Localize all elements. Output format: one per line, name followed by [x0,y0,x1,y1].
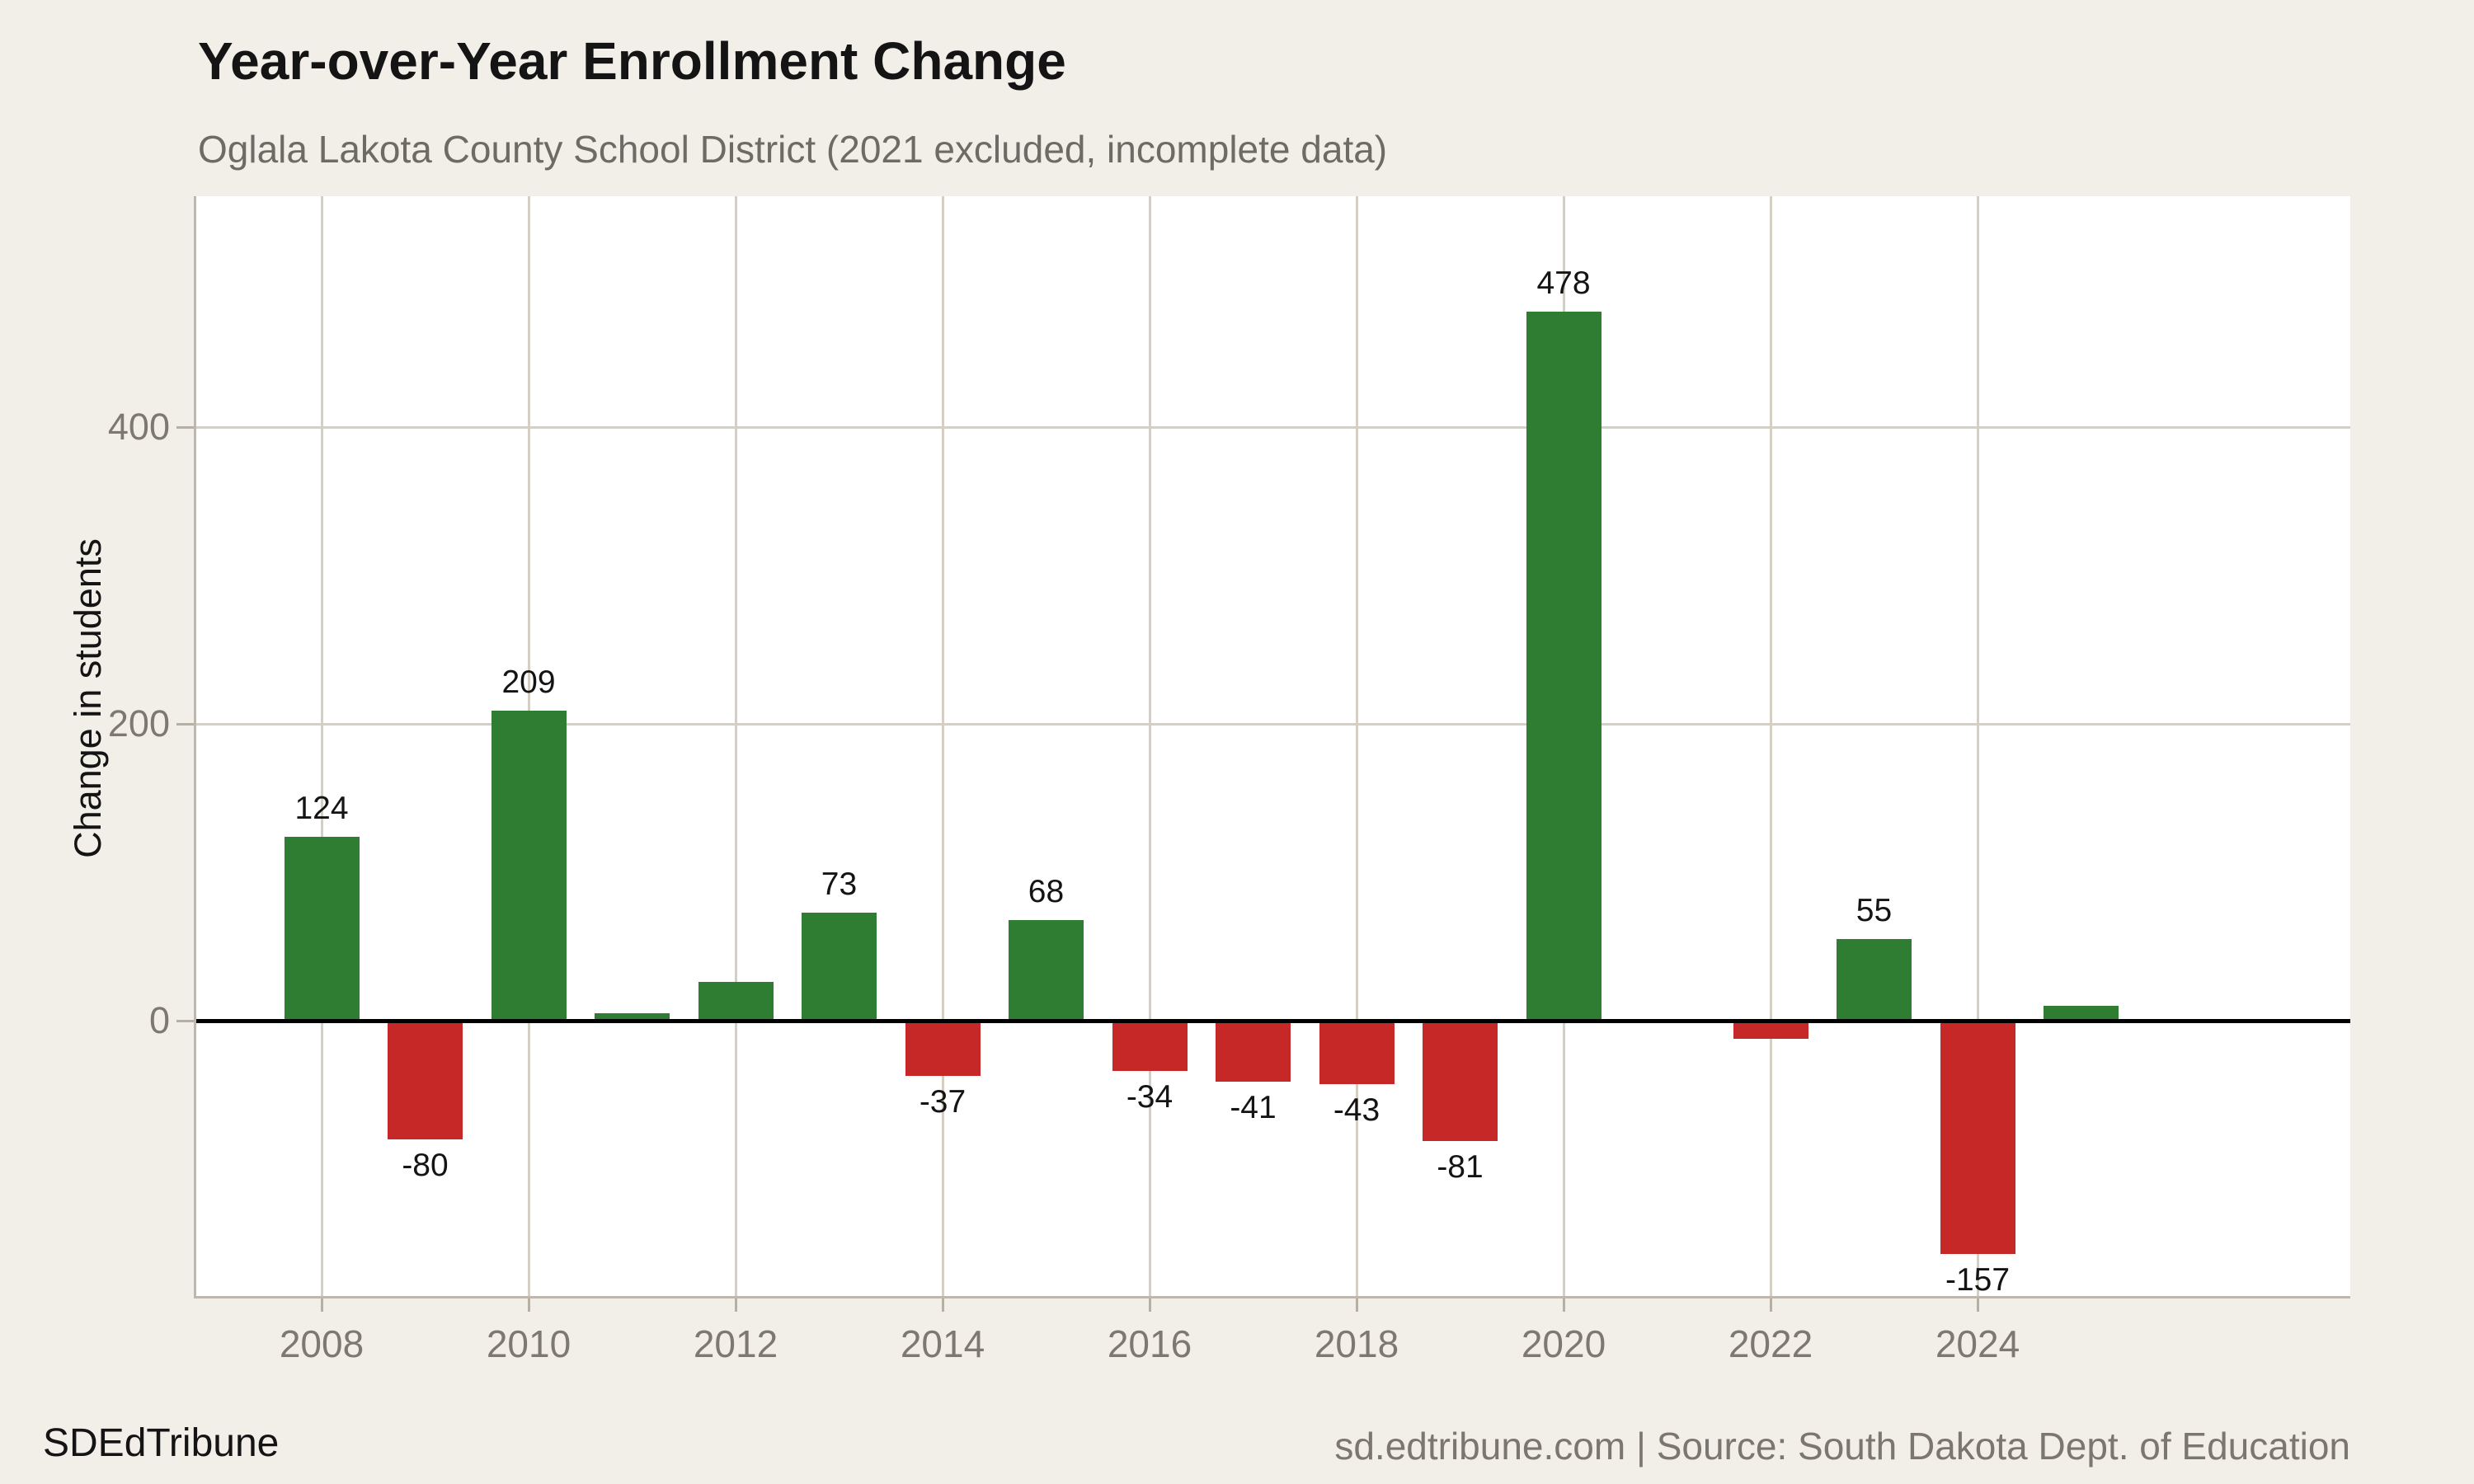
x-tick-label: 2014 [900,1322,985,1365]
bar-negative [1733,1021,1808,1039]
bar-negative [1940,1021,2015,1254]
bar-value-label: -157 [1945,1261,2011,1298]
horizontal-gridline [195,425,2350,429]
vertical-gridline [941,196,944,1297]
bar-positive [1837,939,1912,1021]
vertical-gridline [734,196,737,1297]
x-tick-mark [734,1297,737,1312]
bar-value-label: -41 [1230,1089,1277,1125]
x-tick-label: 2010 [486,1322,571,1365]
bar-value-label: -81 [1437,1148,1484,1185]
y-tick-mark [176,425,195,429]
bar-negative [1112,1021,1188,1072]
bar-positive [802,912,877,1021]
bar-value-label: 478 [1536,265,1591,301]
chart-title: Year-over-Year Enrollment Change [198,31,1066,91]
bar-negative [905,1021,981,1076]
y-tick-label: 400 [107,406,170,448]
y-tick-label: 200 [107,702,170,744]
x-tick-label: 2012 [693,1322,778,1365]
x-tick-mark [1976,1297,1979,1312]
x-tick-mark [1562,1297,1565,1312]
y-axis-line [194,196,196,1298]
x-tick-label: 2020 [1521,1322,1606,1365]
x-tick-mark [1148,1297,1151,1312]
x-tick-label: 2008 [279,1322,365,1365]
bar-value-label: -37 [919,1083,967,1120]
footer-source-attribution: sd.edtribune.com | Source: South Dakota … [1334,1425,2350,1468]
zero-baseline [195,1018,2350,1023]
bar-value-label: -43 [1333,1092,1380,1129]
y-axis-title: Change in students [67,538,109,858]
x-tick-mark [1355,1297,1358,1312]
x-axis-line [195,1296,2350,1298]
bar-value-label: -34 [1126,1079,1174,1115]
bar-negative [1423,1021,1498,1141]
vertical-gridline [1355,196,1358,1297]
x-tick-mark [1769,1297,1772,1312]
y-tick-mark [176,1019,195,1022]
bar-value-label: 55 [1856,893,1893,928]
bar-value-label: 124 [294,790,349,826]
x-tick-label: 2022 [1728,1322,1813,1365]
bar-positive [1009,919,1084,1021]
x-tick-label: 2016 [1107,1322,1192,1365]
x-tick-mark [320,1297,323,1312]
bar-value-label: -80 [402,1148,449,1183]
bar-value-label: 73 [821,866,858,902]
x-tick-mark [941,1297,944,1312]
x-tick-label: 2018 [1314,1322,1399,1365]
x-tick-label: 2024 [1935,1322,2020,1365]
bar-value-label: 68 [1028,873,1065,909]
plot-area: 124 -80 209 73 -37 68 -34 -41 -43 -81 478 55 -157 [195,196,2350,1298]
horizontal-gridline [195,722,2350,726]
bar-positive [595,1013,670,1021]
vertical-gridline [1148,196,1151,1297]
bar-positive [698,982,774,1021]
bar-positive [1526,311,1602,1021]
bar-positive [491,710,567,1021]
bar-negative [388,1021,463,1139]
bar-positive [284,836,360,1021]
x-tick-mark [527,1297,530,1312]
vertical-gridline [1976,196,1979,1297]
footer-brand: SDEdTribune [43,1421,280,1465]
bar-positive [2044,1006,2119,1021]
vertical-gridline [320,196,323,1297]
bar-negative [1319,1021,1395,1085]
y-tick-label: 0 [148,999,170,1041]
bar-negative [1216,1021,1291,1082]
y-tick-mark [176,722,195,726]
chart-subtitle: Oglala Lakota County School District (20… [198,128,1388,171]
vertical-gridline [1769,196,1772,1297]
bar-value-label: 209 [501,664,556,700]
